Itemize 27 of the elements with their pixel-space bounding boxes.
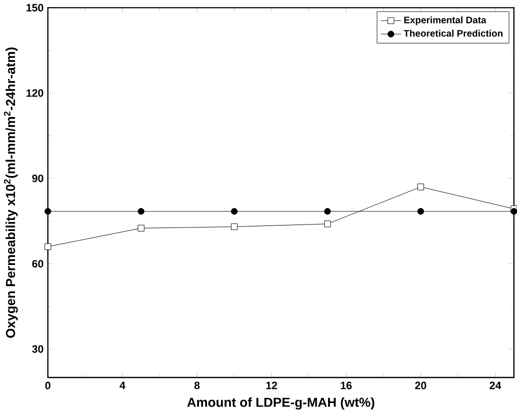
y-tick-label: 90 — [32, 174, 44, 182]
point — [44, 208, 52, 215]
y-tick-label: 150 — [26, 4, 44, 12]
x-tick-label: 16 — [340, 382, 352, 390]
point — [230, 224, 238, 230]
point — [417, 184, 424, 190]
point — [138, 208, 144, 215]
x-tick-label: 24 — [490, 382, 502, 390]
point — [324, 220, 331, 228]
point — [230, 208, 238, 215]
x-tick-label: 0 — [45, 382, 50, 390]
y-tick-label: 60 — [32, 260, 44, 268]
y-tick-label: 30 — [32, 346, 44, 354]
legend-label: Experimental Data — [404, 16, 486, 26]
x-tick-label: 20 — [415, 382, 426, 390]
point — [44, 244, 52, 250]
x-tick-label: 8 — [194, 382, 200, 390]
point — [417, 208, 424, 215]
x-tick-label: 12 — [266, 382, 278, 390]
x-tick-label: 4 — [120, 382, 126, 390]
point — [138, 225, 144, 232]
y-axis-title: Oxygen Permeability x10$^{2}$(ml-mm/m$^{2}$-24hr-atm) — [4, 48, 18, 338]
y-tick-label: 120 — [26, 90, 44, 98]
point — [510, 208, 517, 215]
point — [324, 208, 331, 215]
legend-label: Theoretical Prediction — [404, 30, 503, 37]
x-axis-title: Amount of LDPE-g-MAH (wt%) — [187, 398, 374, 410]
